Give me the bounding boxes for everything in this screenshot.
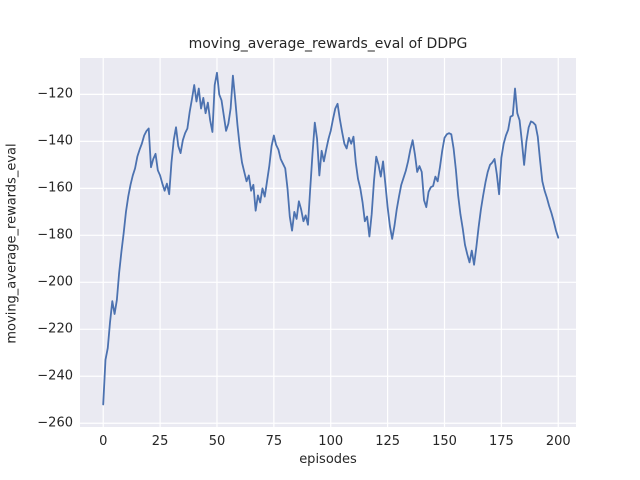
y-tick-label: −200 [37, 274, 73, 290]
y-tick-label: −120 [37, 86, 73, 102]
x-tick-label: 75 [265, 434, 283, 449]
series-line [102, 71, 560, 406]
x-tick-label: 125 [375, 434, 401, 449]
x-tick-label: 150 [432, 434, 457, 449]
plot-area [80, 58, 576, 427]
x-tick-label: 25 [151, 434, 169, 449]
x-tick-label: 100 [318, 434, 344, 449]
x-tick-label: 50 [208, 434, 226, 449]
y-tick-label: −180 [37, 227, 73, 243]
y-tick-label: −260 [37, 415, 73, 431]
y-axis-label: moving_average_rewards_eval [4, 143, 20, 344]
x-tick-label: 0 [99, 434, 108, 449]
x-tick-label: 175 [488, 434, 514, 449]
y-tick-label: −220 [37, 321, 73, 337]
x-axis-label: episodes [299, 452, 357, 467]
y-tick-label: −240 [37, 368, 73, 384]
x-tick-label: 200 [545, 434, 571, 449]
y-tick-label: −140 [37, 133, 73, 149]
y-tick-label: −160 [37, 180, 73, 196]
chart-title: moving_average_rewards_eval of DDPG [188, 36, 468, 52]
reward-line-chart [80, 58, 576, 427]
